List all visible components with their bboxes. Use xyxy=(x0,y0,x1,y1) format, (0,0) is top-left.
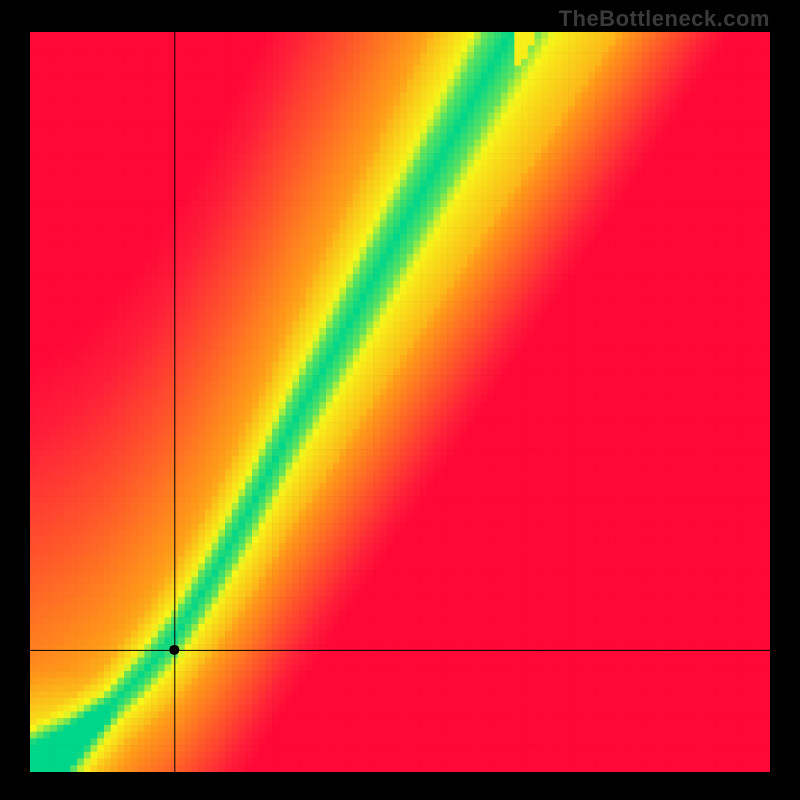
plot-area xyxy=(30,32,770,772)
watermark-text: TheBottleneck.com xyxy=(559,6,770,32)
chart-container: TheBottleneck.com xyxy=(0,0,800,800)
heatmap-canvas xyxy=(30,32,770,772)
